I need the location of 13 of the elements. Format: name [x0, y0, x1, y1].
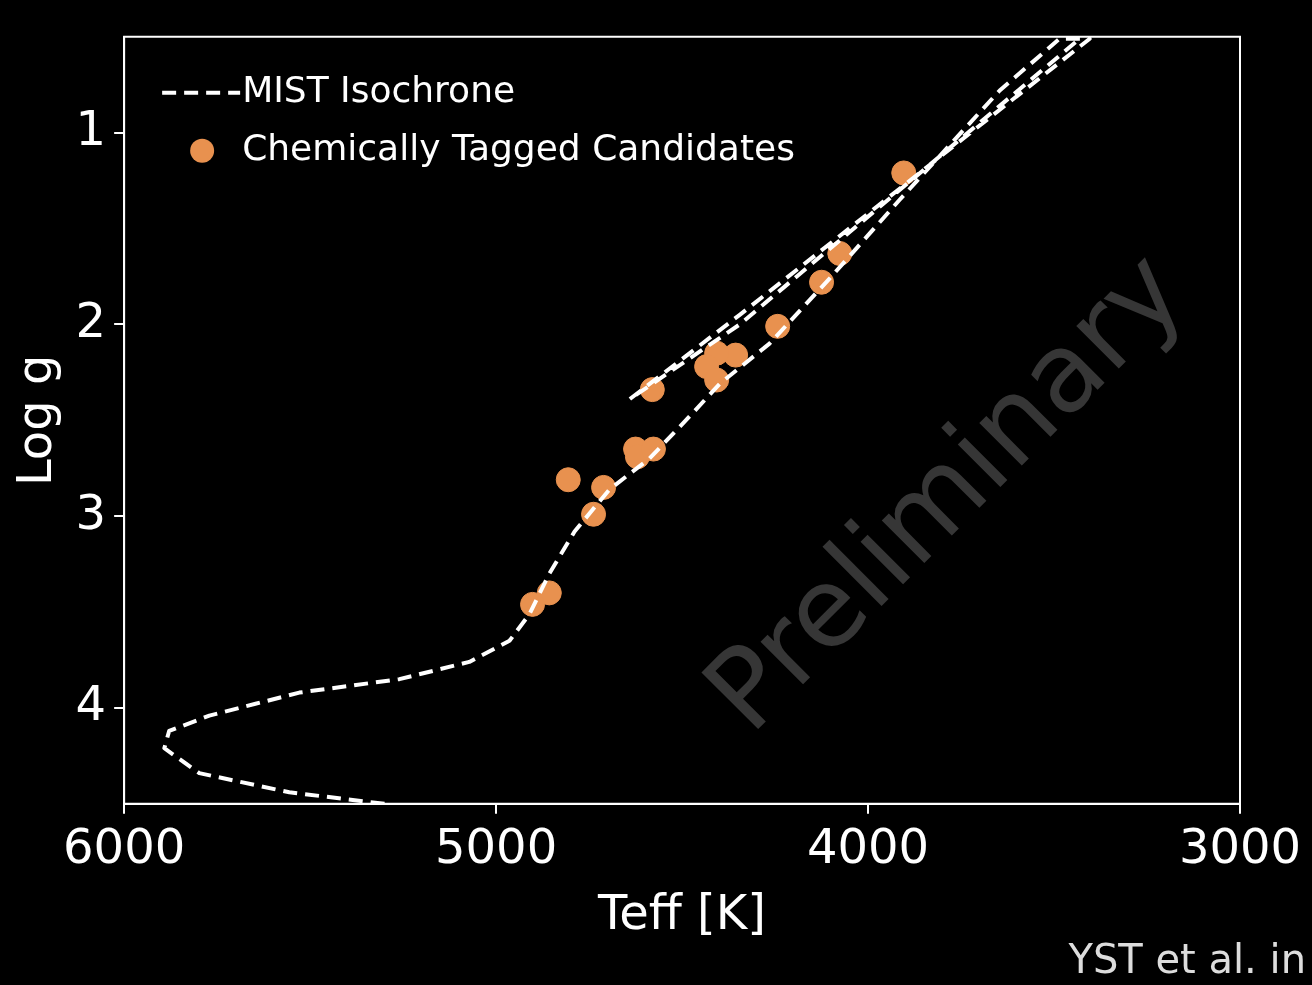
y-tick-label: 3: [75, 483, 107, 540]
x-tick-label: 4000: [806, 818, 930, 875]
x-tick-label: 6000: [63, 818, 186, 875]
y-axis-title: Log g: [6, 354, 63, 487]
legend-label: MIST Isochrone: [242, 69, 516, 111]
y-tick-label: 1: [75, 100, 107, 157]
legend-label: Chemically Tagged Candidates: [242, 127, 795, 169]
text: YST et al. in: [1067, 936, 1306, 983]
x-tick-label: 3000: [1178, 818, 1302, 875]
y-tick-label: 2: [75, 291, 107, 348]
y-tick-label: 4: [75, 675, 107, 732]
x-axis-title: Teff [K]: [597, 883, 767, 940]
x-tick-label: 5000: [435, 818, 558, 875]
